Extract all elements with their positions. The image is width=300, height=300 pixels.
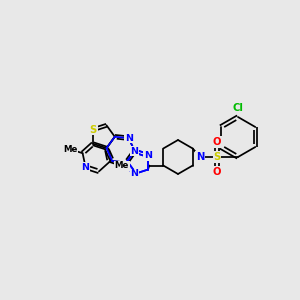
- Text: N: N: [196, 152, 204, 162]
- Text: S: S: [213, 152, 220, 162]
- Text: N: N: [130, 169, 139, 178]
- Text: N: N: [196, 152, 204, 162]
- Text: Me: Me: [115, 161, 129, 170]
- Text: Me: Me: [63, 145, 77, 154]
- Text: S: S: [89, 125, 97, 135]
- Text: N: N: [130, 147, 139, 156]
- Text: N: N: [144, 151, 152, 160]
- Text: O: O: [213, 137, 221, 147]
- Text: S: S: [213, 152, 220, 162]
- Text: N: N: [130, 147, 139, 156]
- Text: N: N: [125, 134, 133, 143]
- Text: O: O: [213, 167, 221, 177]
- Text: Cl: Cl: [232, 103, 243, 113]
- Text: S: S: [89, 125, 97, 135]
- Text: N: N: [130, 147, 139, 156]
- Text: O: O: [213, 137, 221, 147]
- Text: N: N: [125, 134, 133, 143]
- Text: N: N: [130, 169, 139, 178]
- Text: N: N: [82, 163, 89, 172]
- Text: Cl: Cl: [232, 103, 243, 113]
- Text: O: O: [213, 167, 221, 177]
- Text: N: N: [130, 147, 139, 156]
- Text: N: N: [144, 151, 152, 160]
- Text: N: N: [82, 163, 89, 172]
